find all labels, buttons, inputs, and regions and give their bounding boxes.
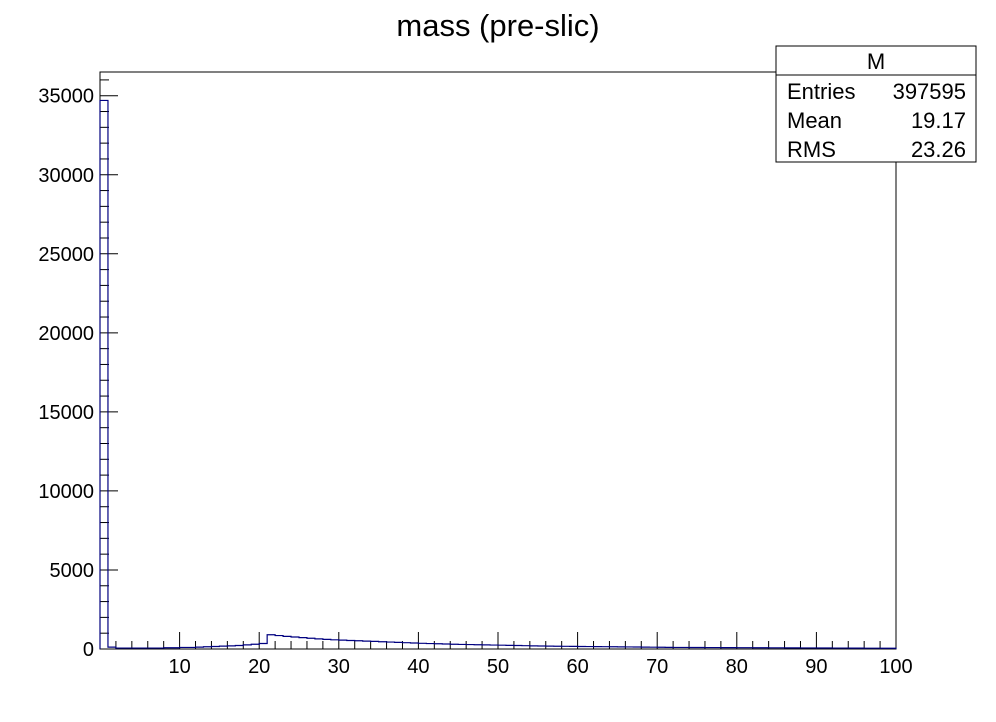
y-tick-label: 15000 (38, 402, 94, 424)
stats-box: M Entries 397595 Mean 19.17 RMS 23.26 (775, 45, 977, 163)
histogram-series (99, 99, 897, 649)
x-tick-label: 100 (879, 656, 912, 678)
stats-box-frame (775, 45, 977, 163)
y-tick-label: 20000 (38, 323, 94, 345)
y-tick-label: 30000 (38, 165, 94, 187)
stats-box-name: M (867, 49, 885, 74)
y-tick-label: 35000 (38, 86, 94, 108)
y-tick-label: 0 (83, 639, 94, 661)
x-tick-label: 70 (646, 656, 668, 678)
y-tick-label: 10000 (38, 481, 94, 503)
chart-title: mass (pre-slic) (396, 8, 599, 43)
x-tick-label: 90 (805, 656, 827, 678)
stats-mean-label: Mean (787, 108, 842, 133)
stats-rms-label: RMS (787, 137, 836, 162)
stats-rms-value: 23.26 (911, 137, 966, 162)
x-tick-label: 10 (168, 656, 190, 678)
x-tick-label: 50 (487, 656, 509, 678)
x-axis: 10 20 30 40 50 60 70 80 90 100 (99, 632, 913, 678)
y-axis: 0 5000 10000 15000 20000 25000 30000 35000 (38, 79, 118, 661)
y-tick-label: 25000 (38, 244, 94, 266)
y-tick-label: 5000 (50, 560, 95, 582)
x-tick-label: 60 (566, 656, 588, 678)
stats-mean-value: 19.17 (911, 108, 966, 133)
x-tick-label: 20 (248, 656, 270, 678)
stats-entries-value: 397595 (893, 79, 966, 104)
x-tick-label: 30 (328, 656, 350, 678)
x-tick-label: 80 (726, 656, 748, 678)
x-tick-label: 40 (407, 656, 429, 678)
stats-entries-label: Entries (787, 79, 855, 104)
